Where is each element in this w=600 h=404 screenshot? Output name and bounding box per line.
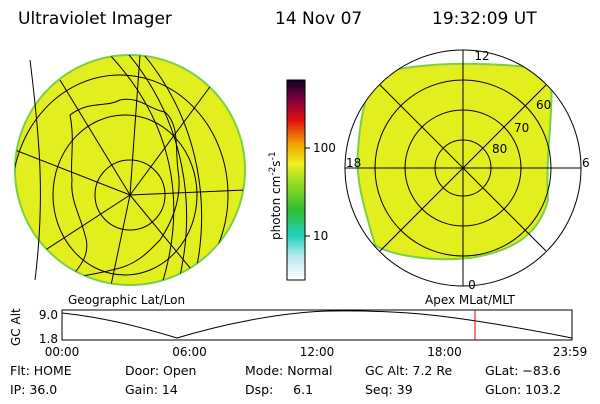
alt-y-tick: 1.8 — [39, 332, 58, 346]
alt-x-tick: 23:59 — [553, 345, 588, 359]
status-field: Seq: 39 — [365, 382, 413, 397]
colorbar-tick: 10 — [313, 229, 328, 243]
lat-label: 60 — [536, 98, 551, 112]
alt-x-tick: 00:00 — [45, 345, 80, 359]
left-map-label: Geographic Lat/Lon — [68, 293, 185, 307]
left-map — [14, 54, 246, 286]
right-map — [344, 49, 582, 287]
mlt-label: 0 — [468, 278, 476, 292]
status-field: IP: 36.0 — [10, 382, 57, 397]
status-field: Dsp: 6.1 — [245, 382, 313, 397]
status-field: GLat: −83.6 — [485, 363, 561, 378]
lat-label: 80 — [492, 142, 507, 156]
colorbar-unit: photon cm — [269, 176, 283, 240]
alt-y-label: GC Alt — [9, 308, 23, 346]
mlt-label: 6 — [582, 156, 590, 170]
time: 19:32:09 UT — [432, 9, 537, 29]
colorbar-label: photon cm-2s-1 — [268, 151, 283, 240]
title: Ultraviolet Imager — [18, 9, 172, 29]
status-field: Mode: Normal — [245, 363, 332, 378]
alt-y-tick: 9.0 — [39, 308, 58, 322]
mlt-label: 18 — [346, 156, 361, 170]
alt-x-tick: 18:00 — [427, 345, 462, 359]
status-field: Door: Open — [125, 363, 196, 378]
colorbar-exp: -2 — [268, 167, 278, 176]
right-map-label: Apex MLat/MLT — [425, 293, 515, 307]
status-field: GC Alt: 7.2 Re — [365, 363, 452, 378]
colorbar-exp: -1 — [268, 151, 278, 160]
date: 14 Nov 07 — [275, 9, 362, 29]
alt-x-tick: 06:00 — [172, 345, 207, 359]
colorbar-unit: s — [269, 160, 283, 166]
lat-label: 70 — [514, 121, 529, 135]
colorbar-tick: 100 — [313, 141, 336, 155]
altitude-plot — [61, 309, 573, 341]
status-field: Flt: HOME — [10, 363, 72, 378]
status-field: GLon: 103.2 — [485, 382, 561, 397]
mlt-label: 12 — [474, 49, 489, 63]
status-field: Gain: 14 — [125, 382, 178, 397]
alt-x-tick: 12:00 — [300, 345, 335, 359]
colorbar — [286, 79, 306, 281]
